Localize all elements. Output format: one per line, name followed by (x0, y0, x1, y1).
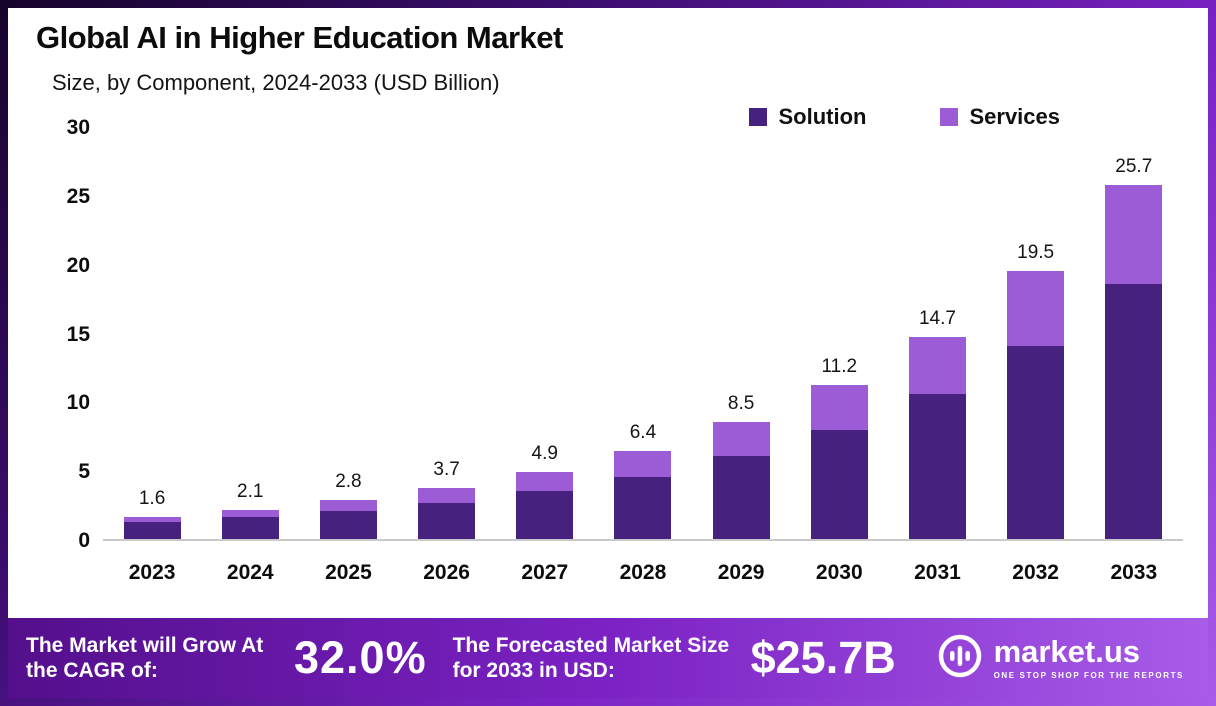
bar-value-label: 3.7 (433, 459, 460, 481)
bar-segment-services (319, 500, 377, 512)
chart-section: Global AI in Higher Education Market Siz… (8, 8, 1208, 618)
bar-stack (810, 384, 868, 539)
bar-stack (1105, 185, 1163, 539)
y-axis: 0 5 10 15 20 25 30 (8, 116, 90, 552)
bar-stack (319, 500, 377, 539)
bar-group: 4.9 2027 (514, 128, 576, 584)
bar-stack (908, 336, 966, 539)
bar-value-label: 2.8 (335, 471, 362, 493)
x-axis-label: 2024 (226, 561, 274, 584)
y-axis-label: 5 (78, 460, 90, 484)
bar-segment-services (908, 336, 966, 395)
bar-segment-solution (221, 516, 279, 539)
brand-tagline: ONE STOP SHOP FOR THE REPORTS (993, 671, 1184, 680)
y-axis-label: 0 (78, 529, 90, 552)
bar-stack (221, 510, 279, 539)
bar-segment-services (1105, 185, 1163, 285)
solution-swatch-icon (749, 108, 768, 126)
x-axis-label: 2033 (1110, 561, 1158, 584)
bar-segment-solution (516, 490, 574, 539)
bar-value-label: 2.1 (237, 481, 264, 503)
bar-segment-services (712, 422, 770, 457)
bar-segment-solution (418, 503, 476, 539)
x-axis-label: 2027 (521, 561, 569, 584)
services-swatch-icon (940, 108, 959, 126)
bar-segment-solution (1105, 284, 1163, 539)
bar-segment-solution (614, 477, 672, 539)
bar-value-label: 11.2 (821, 355, 858, 377)
bar-stack (712, 422, 770, 539)
x-axis-label: 2030 (815, 561, 863, 584)
y-axis-label: 15 (66, 322, 90, 346)
bar-group: 14.7 2031 (906, 128, 968, 584)
bar-group: 2.1 2024 (219, 128, 281, 584)
legend-label: Services (969, 104, 1060, 129)
bar-group: 2.8 2025 (317, 128, 379, 584)
bar-segment-solution (908, 394, 966, 539)
chart-title: Global AI in Higher Education Market (36, 20, 563, 55)
bar-value-label: 1.6 (138, 487, 166, 509)
forecast-value: $25.7B (750, 632, 896, 683)
y-axis-label: 30 (66, 116, 90, 139)
bar-group: 11.2 2030 (808, 128, 870, 584)
logo-text: market.us ONE STOP SHOP FOR THE REPORTS (994, 636, 1184, 680)
bar-segment-solution (712, 456, 770, 539)
bar-stack (418, 488, 476, 539)
cagr-label: The Market will Grow At the CAGR of: (26, 633, 264, 682)
chart-subtitle: Size, by Component, 2024-2033 (USD Billi… (52, 70, 500, 95)
bar-group: 3.7 2026 (416, 128, 478, 584)
bar-stack (1007, 270, 1065, 539)
bar-value-label: 25.7 (1115, 156, 1153, 178)
market-us-logo: market.us ONE STOP SHOP FOR THE REPORTS (936, 632, 1190, 685)
bar-group: 19.5 2032 (1005, 128, 1067, 584)
brand-name: market.us (993, 634, 1141, 669)
bar-segment-services (418, 488, 476, 504)
bar-stack (516, 471, 574, 539)
bar-segment-solution (123, 522, 181, 539)
bar-segment-solution (810, 430, 868, 539)
y-axis-label: 20 (66, 253, 90, 277)
bar-segment-services (614, 450, 672, 478)
bar-segment-services (516, 471, 574, 491)
bottom-banner: The Market will Grow At the CAGR of: 32.… (8, 618, 1208, 698)
x-axis-label: 2028 (619, 561, 667, 584)
bar-stack (614, 450, 672, 539)
y-axis-label: 10 (66, 391, 90, 415)
x-axis-label: 2029 (717, 561, 765, 584)
infographic: Global AI in Higher Education Market Siz… (8, 8, 1208, 698)
legend-item-solution: Solution (749, 104, 866, 130)
bar-segment-services (221, 510, 279, 517)
bar-group: 8.5 2029 (710, 128, 772, 584)
x-axis-label: 2025 (325, 561, 372, 584)
bar-value-label: 4.9 (531, 442, 558, 464)
bar-segment-solution (319, 511, 377, 539)
y-axis-label: 25 (66, 184, 90, 208)
bar-value-label: 8.5 (727, 393, 755, 414)
bar-group: 1.6 2023 (121, 128, 183, 584)
legend-item-services: Services (940, 104, 1060, 130)
legend: Solution Services (749, 104, 1060, 130)
x-axis-label: 2023 (128, 561, 176, 584)
bar-value-label: 19.5 (1017, 241, 1055, 263)
bar-segment-solution (1007, 346, 1065, 539)
x-axis-label: 2032 (1012, 561, 1059, 584)
bar-group: 25.7 2033 (1103, 128, 1165, 584)
plot-area: 1.6 2023 2.1 2024 2.8 2025 3.7 2026 4.9 2027 6.4 20… (103, 128, 1183, 584)
forecast-label: The Forecasted Market Size for 2033 in U… (452, 633, 730, 682)
bar-segment-services (123, 516, 181, 523)
bar-segment-services (810, 384, 868, 431)
bar-segment-services (1007, 270, 1065, 347)
cagr-value: 32.0% (294, 632, 427, 683)
legend-label: Solution (778, 104, 867, 129)
x-axis-label: 2031 (914, 561, 961, 584)
bar-stack (123, 516, 181, 539)
bar-value-label: 14.7 (918, 307, 956, 329)
market-us-logo-icon (936, 632, 984, 685)
bar-value-label: 6.4 (629, 421, 657, 443)
bar-group: 6.4 2028 (612, 128, 674, 584)
x-axis-label: 2026 (423, 561, 470, 584)
